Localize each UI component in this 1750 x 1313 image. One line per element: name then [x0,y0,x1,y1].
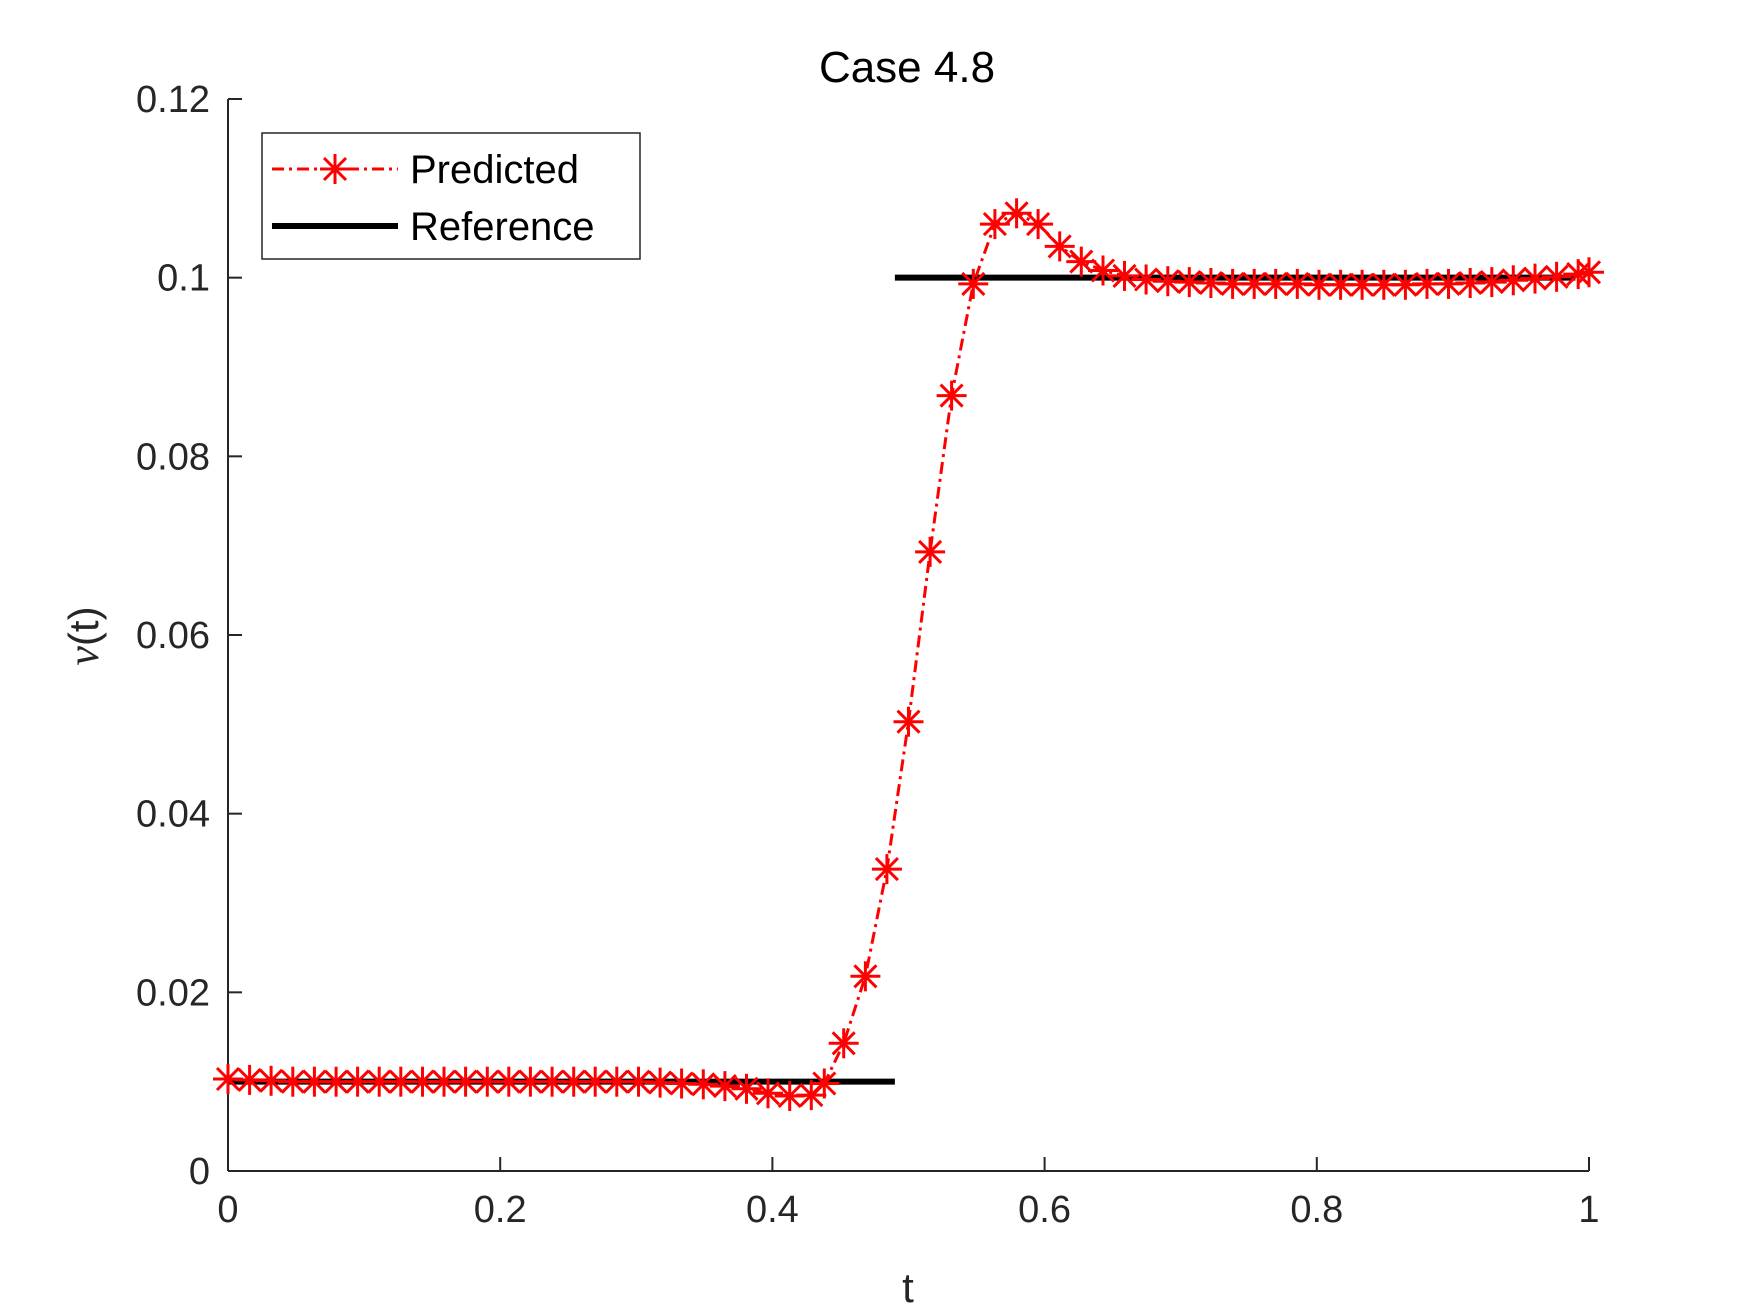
legend-predicted-marker [320,154,350,184]
predicted-point [893,706,924,737]
x-tick-label: 0.8 [1290,1189,1343,1231]
y-tick-label: 0.06 [136,615,210,657]
y-tick-label: 0.04 [136,794,210,836]
predicted-point [809,1068,840,1099]
predicted-point [850,961,881,992]
predicted-point [1541,261,1572,292]
legend-box [261,132,641,260]
predicted-point [1088,255,1118,286]
y-axis-label: ν(t) [59,606,108,665]
y-tick-label: 0.1 [157,258,210,300]
predicted-point [709,1071,740,1102]
svg-text:ν(t): ν(t) [59,606,108,665]
predicted-point [915,536,946,567]
legend-predicted-label: Predicted [410,148,579,192]
series-predicted [213,198,1604,1111]
legend-reference-label: Reference [410,205,595,249]
y-tick-label: 0.02 [136,972,210,1014]
predicted-point [731,1073,762,1104]
predicted-point [1023,209,1054,240]
predicted-point [1347,269,1378,300]
y-tick-label: 0.12 [136,79,210,121]
x-axis-ticks: 0 0.2 0.4 0.6 0.8 1 [217,1157,1600,1231]
predicted-point [1131,264,1162,295]
x-tick-label: 0.6 [1018,1189,1071,1231]
x-tick-label: 0.2 [474,1189,527,1231]
predicted-point [450,1066,481,1097]
predicted-point [1174,267,1205,298]
predicted-point [1066,246,1097,277]
y-tick-label: 0.08 [136,436,210,478]
predicted-point [936,380,967,411]
y-axis-label-symbol: ν [59,646,108,666]
predicted-point [1498,265,1529,296]
predicted-point [958,268,989,299]
y-tick-label: 0 [189,1151,210,1193]
predicted-point [537,1066,568,1097]
legend: Predicted Reference [261,132,641,260]
x-tick-label: 0 [217,1189,238,1231]
predicted-point [1001,198,1032,229]
predicted-point [753,1078,783,1109]
predicted-point [558,1066,589,1097]
predicted-point [871,854,902,885]
x-tick-label: 0.4 [746,1189,799,1231]
predicted-point [1044,231,1075,262]
predicted-point [601,1066,632,1097]
x-axis-label: t [902,1264,914,1311]
predicted-point [1109,260,1140,291]
predicted-point [1520,263,1550,294]
predicted-point [979,209,1010,240]
x-tick-label: 1 [1578,1189,1599,1231]
predicted-point [1574,257,1604,288]
predicted-point [688,1069,719,1100]
predicted-point [1476,267,1507,298]
y-axis-ticks: 0 0.02 0.04 0.06 0.08 0.1 0.12 [136,79,242,1193]
y-axis-label-arg: (t) [60,606,107,646]
chart-title: Case 4.8 [819,43,995,92]
predicted-point [828,1028,859,1059]
